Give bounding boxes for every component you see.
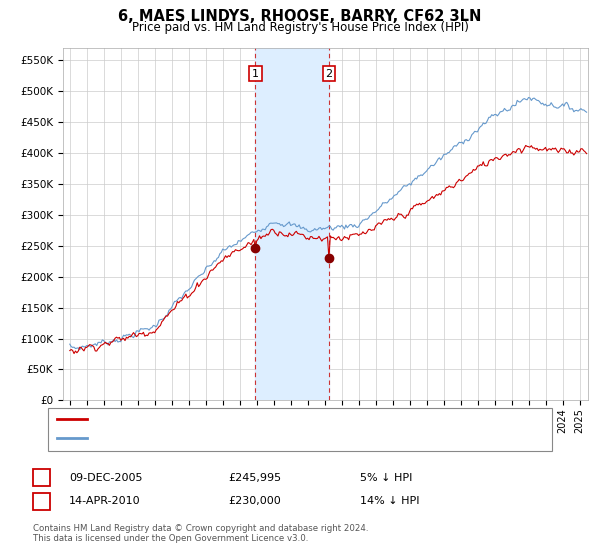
Text: Price paid vs. HM Land Registry's House Price Index (HPI): Price paid vs. HM Land Registry's House …	[131, 21, 469, 34]
Text: 1: 1	[252, 68, 259, 78]
Text: £230,000: £230,000	[228, 496, 281, 506]
Text: HPI: Average price, detached house, Vale of Glamorgan: HPI: Average price, detached house, Vale…	[93, 433, 383, 442]
Text: 14% ↓ HPI: 14% ↓ HPI	[360, 496, 419, 506]
Bar	[255, 48, 329, 400]
Text: 14-APR-2010: 14-APR-2010	[69, 496, 140, 506]
Text: 1: 1	[38, 471, 45, 484]
Text: 6, MAES LINDYS, RHOOSE, BARRY, CF62 3LN: 6, MAES LINDYS, RHOOSE, BARRY, CF62 3LN	[118, 9, 482, 24]
Text: 6, MAES LINDYS, RHOOSE, BARRY, CF62 3LN (detached house): 6, MAES LINDYS, RHOOSE, BARRY, CF62 3LN …	[93, 414, 419, 424]
Text: 2: 2	[325, 68, 332, 78]
Text: 5% ↓ HPI: 5% ↓ HPI	[360, 473, 412, 483]
Text: 09-DEC-2005: 09-DEC-2005	[69, 473, 143, 483]
Text: 2: 2	[38, 494, 45, 508]
Text: £245,995: £245,995	[228, 473, 281, 483]
Text: Contains HM Land Registry data © Crown copyright and database right 2024.
This d: Contains HM Land Registry data © Crown c…	[33, 524, 368, 543]
